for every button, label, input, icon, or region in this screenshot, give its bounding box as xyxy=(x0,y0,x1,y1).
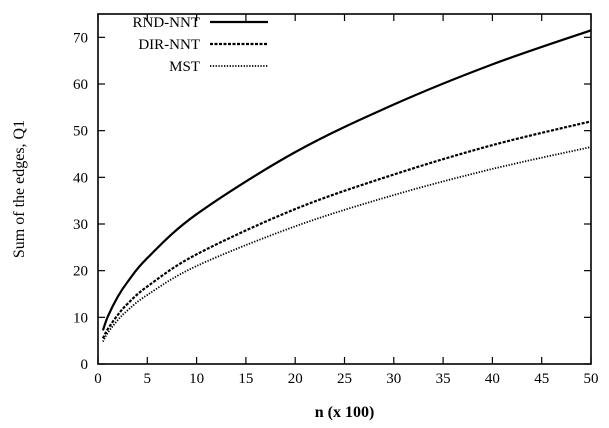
x-axis-ticks: 0 5 10 15 20 25 30 35 40 45 50 xyxy=(94,14,599,387)
x-tick-label: 5 xyxy=(144,371,152,387)
series-lines xyxy=(101,29,592,343)
x-tick-label: 50 xyxy=(584,371,599,387)
legend-label-rnd-nnt: RND-NNT xyxy=(133,15,201,31)
y-axis-label: Sum of the edges, Q1 xyxy=(11,120,28,258)
y-tick-label: 70 xyxy=(73,30,88,46)
x-tick-label: 40 xyxy=(485,371,500,387)
y-tick-label: 20 xyxy=(73,264,88,280)
x-tick-label: 25 xyxy=(337,371,352,387)
y-tick-label: 50 xyxy=(73,124,88,140)
x-tick-label: 20 xyxy=(288,371,303,387)
y-axis-ticks: 0 10 20 30 40 50 60 70 xyxy=(73,30,591,373)
x-tick-label: 10 xyxy=(189,371,204,387)
legend-label-mst: MST xyxy=(169,59,200,75)
y-tick-label: 30 xyxy=(73,217,88,233)
y-tick-label: 60 xyxy=(73,77,88,93)
x-tick-label: 45 xyxy=(534,371,549,387)
x-axis-label: n (x 100) xyxy=(315,404,375,421)
series-line-dir-nnt xyxy=(101,120,592,339)
x-tick-label: 30 xyxy=(386,371,401,387)
y-tick-label: 10 xyxy=(73,310,88,326)
series-line-mst xyxy=(102,146,592,343)
plot-frame xyxy=(97,13,592,365)
legend-label-dir-nnt: DIR-NNT xyxy=(138,37,200,53)
legend: RND-NNT DIR-NNT MST xyxy=(133,15,268,75)
y-tick-label: 40 xyxy=(73,170,88,186)
x-tick-label: 15 xyxy=(238,371,253,387)
series-line-rnd-nnt xyxy=(101,29,592,331)
x-tick-label: 0 xyxy=(94,371,102,387)
y-tick-label: 0 xyxy=(81,357,89,373)
x-tick-label: 35 xyxy=(436,371,451,387)
